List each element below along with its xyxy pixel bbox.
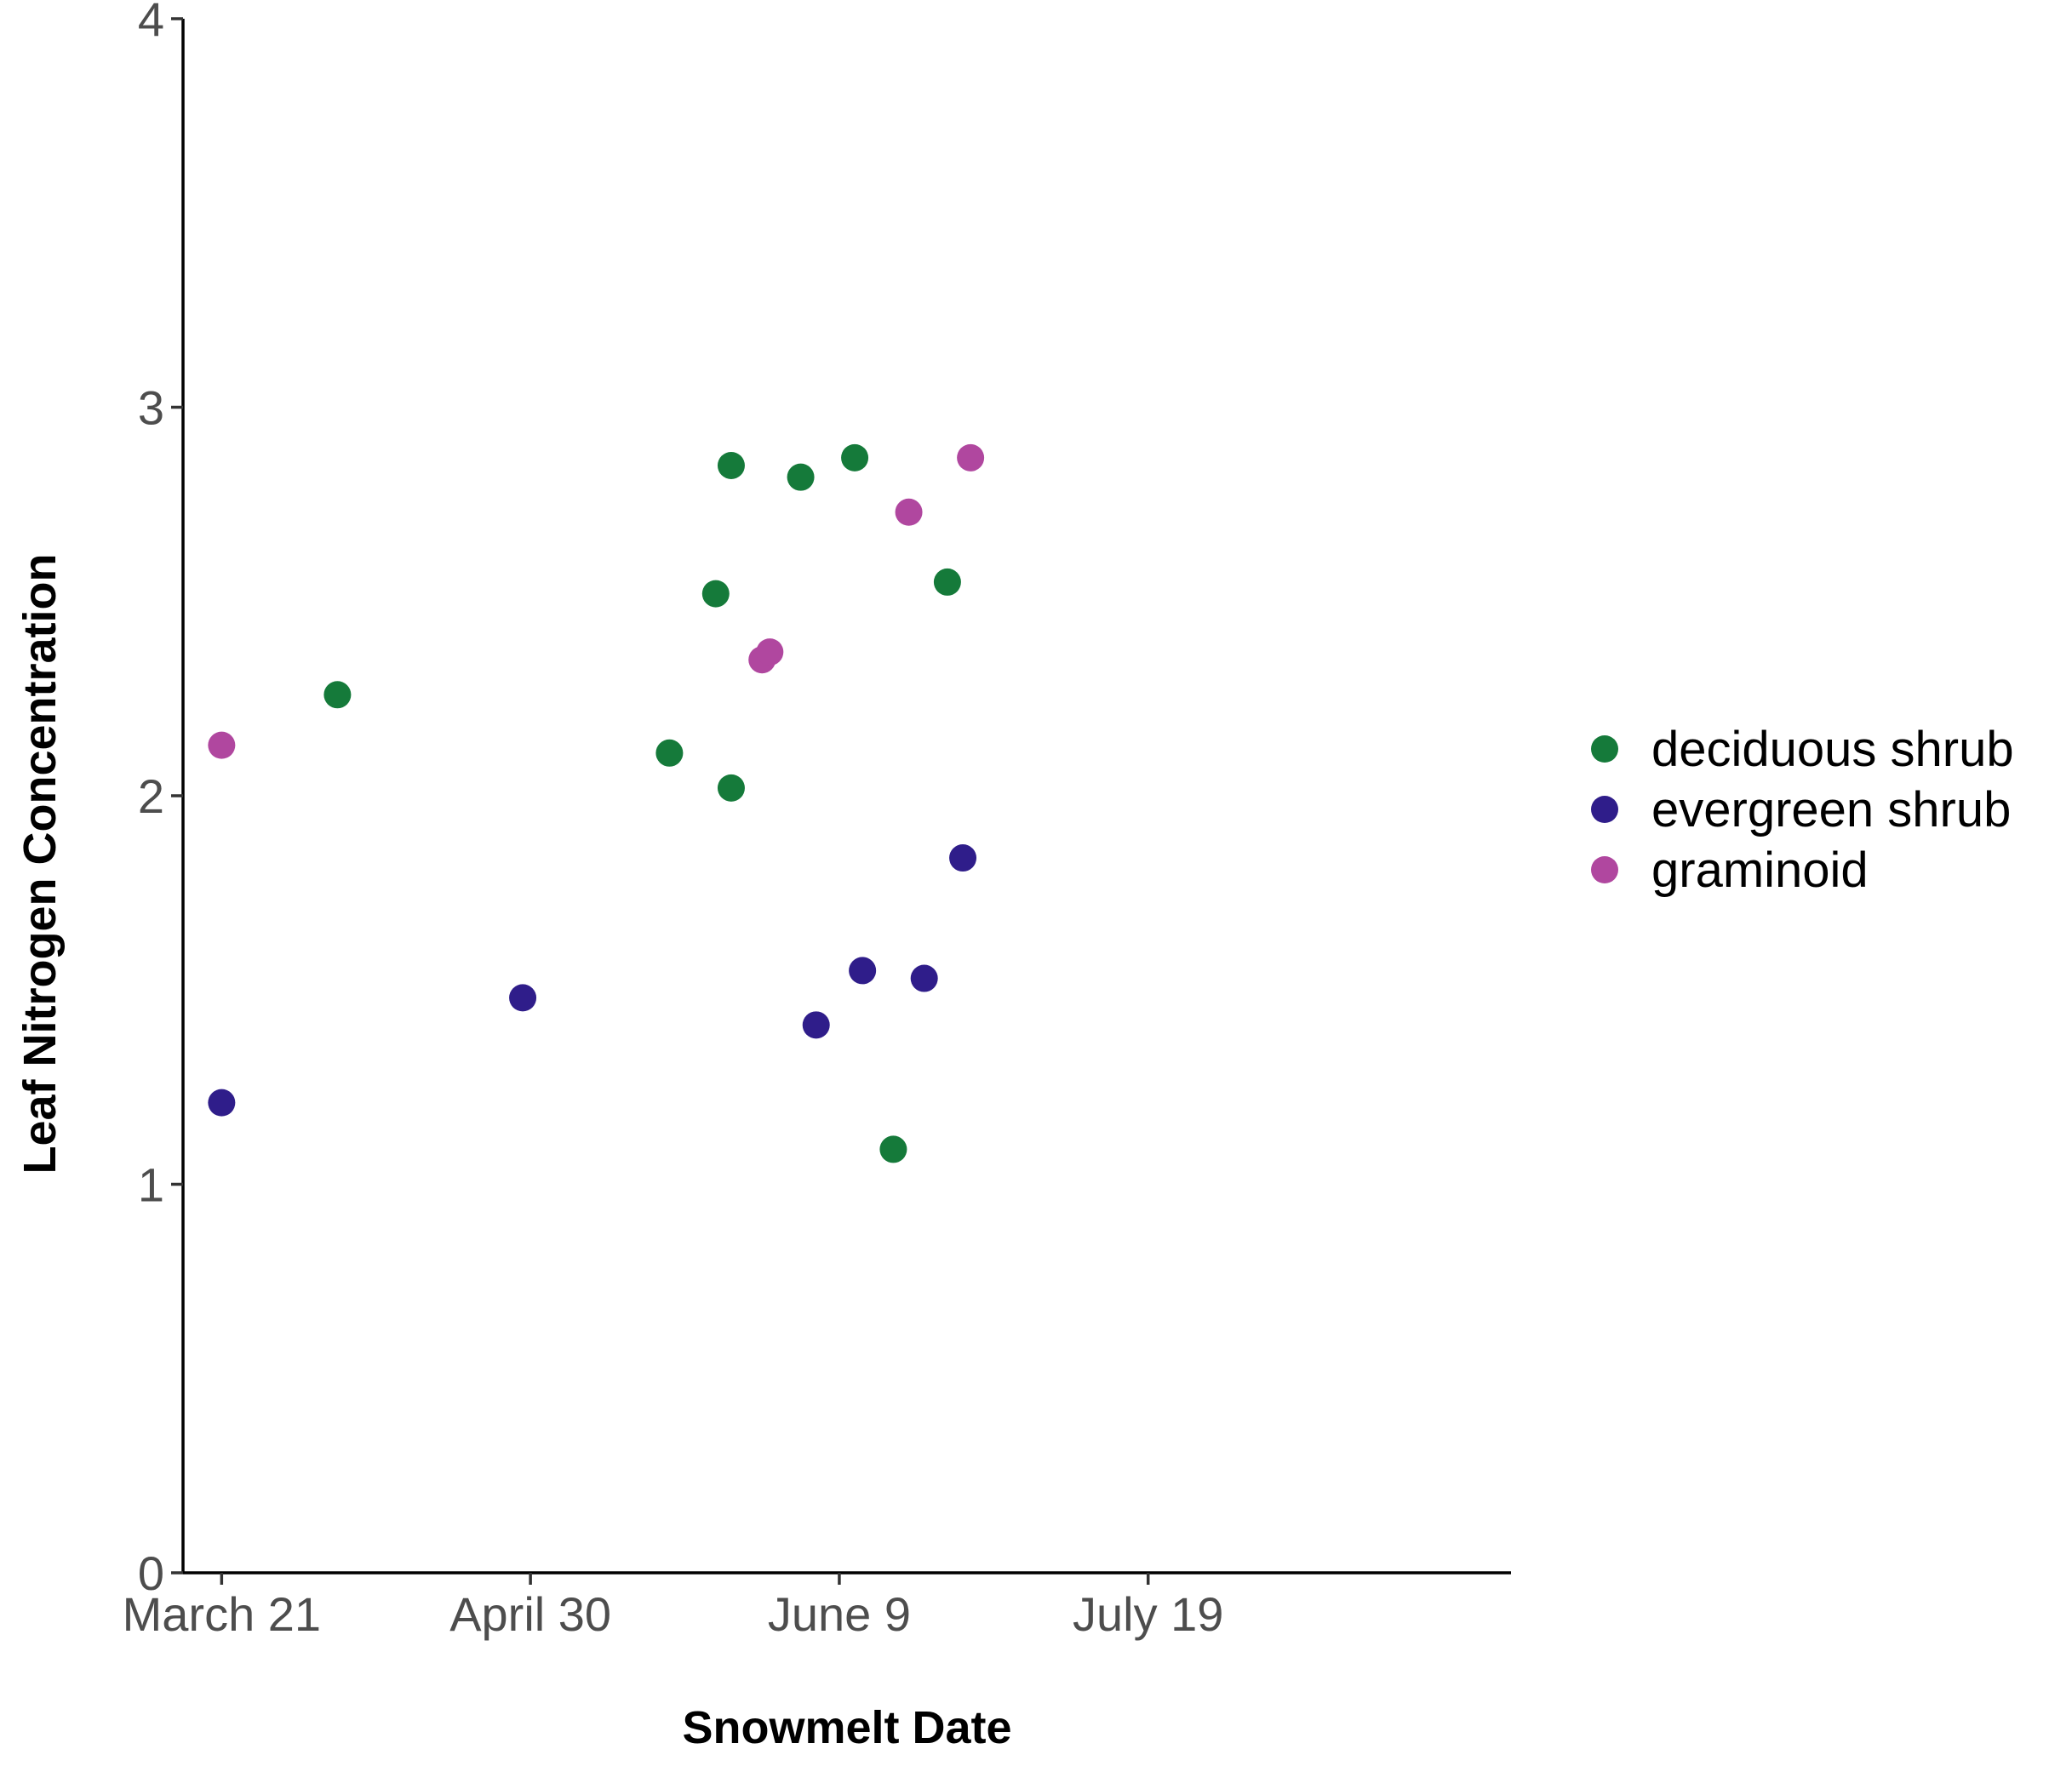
data-point [895, 498, 923, 526]
x-tick-label: April 30 [449, 1587, 611, 1641]
y-tick-label: 0 [138, 1546, 164, 1600]
data-point [957, 443, 985, 472]
data-point [802, 1011, 830, 1039]
data-point [717, 774, 745, 802]
legend-label: evergreen shrub [1651, 782, 2011, 837]
data-point [756, 638, 784, 666]
y-axis-title: Leaf Nitrogen Concentration [14, 553, 66, 1174]
data-point [910, 964, 938, 992]
legend-label: deciduous shrub [1651, 722, 2014, 777]
legend-key [1591, 856, 1618, 883]
data-point [787, 463, 815, 491]
points-layer [208, 443, 985, 1163]
legend-key [1591, 735, 1618, 763]
legend-label: graminoid [1651, 843, 1869, 898]
y-tick-label: 3 [138, 381, 164, 435]
data-point [208, 1089, 236, 1117]
y-tick-label: 4 [138, 0, 164, 46]
x-tick-label: June 9 [768, 1587, 911, 1641]
data-point [208, 731, 236, 759]
data-point [933, 568, 961, 596]
data-point [717, 451, 745, 479]
y-tick-label: 2 [138, 769, 164, 823]
x-axis-title: Snowmelt Date [682, 1702, 1011, 1753]
legend-key [1591, 796, 1618, 823]
data-point [701, 580, 730, 608]
data-point [323, 681, 352, 709]
y-tick-label: 1 [138, 1158, 164, 1212]
x-tick-label: July 19 [1073, 1587, 1223, 1641]
data-point [879, 1135, 907, 1163]
data-point [655, 739, 684, 767]
data-point [509, 984, 537, 1012]
data-point [949, 844, 977, 872]
x-tick-label: March 21 [123, 1587, 321, 1641]
data-point [849, 957, 877, 985]
axes: 0 1 2 3 4 March 21 April 30 June 9 July 19 [123, 0, 1511, 1641]
data-point [841, 443, 869, 472]
